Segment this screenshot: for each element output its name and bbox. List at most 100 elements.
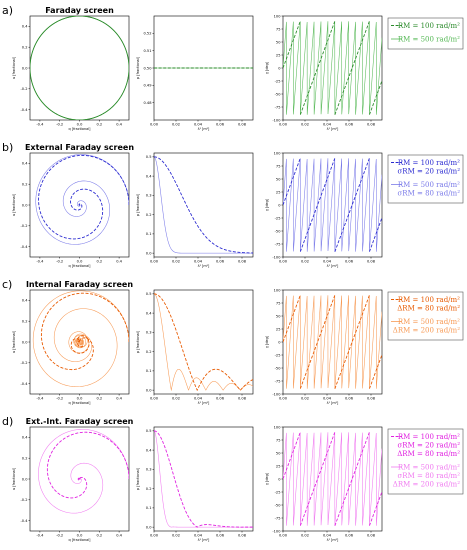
legend-entry: RM = 100 rad/m² bbox=[398, 296, 460, 304]
chi-plot-ytick-label: 25 bbox=[276, 327, 281, 331]
qu-plot-xtick-label: 0.4 bbox=[116, 534, 122, 538]
legend-entry: RM = 100 rad/m² bbox=[398, 433, 460, 441]
chi-plot-ytick-label: 25 bbox=[276, 53, 281, 57]
chi-plot-ylabel: χ [deg] bbox=[265, 472, 269, 485]
panel-title: External Faraday screen bbox=[25, 143, 134, 152]
p-curve-2 bbox=[154, 293, 253, 392]
p-plot-ytick-label: 0.3 bbox=[146, 468, 152, 472]
qu-plot-xtick-label: 0.0 bbox=[77, 123, 83, 127]
chi-curve-2 bbox=[283, 295, 382, 389]
p-plot-ytick-label: 0.52 bbox=[143, 32, 151, 36]
chi-plot-ytick-label: 25 bbox=[276, 190, 281, 194]
qu-plot-ytick-label: 0.2 bbox=[22, 320, 28, 324]
chi-plot-ytick-label: 100 bbox=[274, 14, 282, 18]
legend-entry: RM = 100 rad/m² bbox=[398, 159, 460, 167]
chi-plot-ytick-label: -75 bbox=[275, 105, 281, 109]
chi-plot-frame bbox=[282, 289, 383, 395]
qu-curve-1 bbox=[30, 16, 129, 120]
qu-plot-xtick-label: -0.2 bbox=[56, 260, 63, 264]
chi-plot-frame bbox=[282, 152, 383, 258]
chi-plot-ytick-label: 100 bbox=[274, 151, 282, 155]
chi-plot-ytick-label: -50 bbox=[275, 366, 282, 370]
chi-plot-ytick-label: 50 bbox=[276, 177, 281, 181]
p-plot-ytick-label: 0.1 bbox=[146, 506, 152, 510]
legend-entry: ΔRM = 200 rad/m² bbox=[393, 481, 460, 489]
p-plot-frame bbox=[153, 289, 254, 395]
chi-plot-ylabel: χ [deg] bbox=[265, 61, 269, 74]
qu-curve-1 bbox=[46, 431, 129, 499]
legend-entry: ΔRM = 80 rad/m² bbox=[397, 450, 460, 458]
qu-plot-ytick-label: 0.2 bbox=[22, 457, 28, 461]
legend-entry: ΔRM = 80 rad/m² bbox=[397, 305, 460, 313]
p-plot-ytick-label: 0.0 bbox=[146, 251, 152, 255]
qu-curve-2 bbox=[32, 290, 129, 387]
legend-box bbox=[387, 428, 464, 495]
chi-plot-xtick-label: 0.02 bbox=[301, 397, 309, 401]
chi-curve-1 bbox=[283, 158, 382, 252]
p-plot-xtick-label: 0.00 bbox=[150, 534, 159, 538]
figure-row-4: d) Ext.-Int. Faraday screen -0.4 -0.2 0.0 0.2… bbox=[2, 415, 464, 542]
chi-plot-ytick-label: 50 bbox=[276, 451, 281, 455]
qu-plot-ylabel: u [fractional] bbox=[12, 467, 16, 490]
legend-entry: σRM = 20 rad/m² bbox=[398, 442, 461, 450]
p-curve-2 bbox=[154, 430, 253, 528]
qu-plot-ytick-label: 0.4 bbox=[22, 436, 28, 440]
p-plot-ytick-label: 0.2 bbox=[146, 350, 152, 354]
qu-plot-ytick-label: 0.0 bbox=[22, 477, 28, 481]
p-plot-xtick-label: 0.04 bbox=[194, 534, 203, 538]
qu-plot-ytick-label: 0.2 bbox=[22, 46, 28, 50]
p-curve-2 bbox=[154, 156, 253, 254]
p-plot-ytick-label: 0.5 bbox=[146, 155, 152, 159]
p-plot-ylabel: p [fractional] bbox=[136, 467, 140, 490]
p-plot-xtick-label: 0.00 bbox=[150, 123, 159, 127]
qu-plot-xtick-label: 0.0 bbox=[77, 260, 83, 264]
panel-label: c) bbox=[2, 278, 12, 291]
p-plot-xlabel: λ² [m²] bbox=[198, 538, 210, 542]
p-plot-ytick-label: 0.0 bbox=[146, 525, 152, 529]
chi-plot-ylabel: χ [deg] bbox=[265, 198, 269, 211]
p-plot-xtick-label: 0.08 bbox=[238, 123, 247, 127]
p-plot-xlabel: λ² [m²] bbox=[198, 401, 210, 405]
p-plot-ytick-label: 0.4 bbox=[146, 174, 152, 178]
qu-plot-ytick-label: -0.4 bbox=[20, 245, 28, 249]
chi-plot-ytick-label: 0 bbox=[278, 203, 281, 207]
chi-plot-ytick-label: -25 bbox=[275, 490, 281, 494]
chi-plot-ytick-label: -50 bbox=[275, 229, 282, 233]
legend-box bbox=[387, 17, 464, 50]
qu-plot-xlabel: q [fractional] bbox=[69, 538, 92, 542]
p-plot-ytick-label: 0.2 bbox=[146, 213, 152, 217]
qu-plot-ytick-label: 0.0 bbox=[22, 340, 28, 344]
p-plot-ytick-label: 0.0 bbox=[146, 388, 152, 392]
chi-plot-ytick-label: 0 bbox=[278, 340, 281, 344]
p-plot-xtick-label: 0.00 bbox=[150, 397, 159, 401]
qu-plot-ytick-label: 0.0 bbox=[22, 203, 28, 207]
qu-curve-2 bbox=[38, 429, 129, 514]
panel-title: Faraday screen bbox=[45, 6, 114, 15]
p-plot-xtick-label: 0.04 bbox=[194, 260, 203, 264]
p-plot-ytick-label: 0.3 bbox=[146, 194, 152, 198]
qu-plot-ytick-label: -0.2 bbox=[20, 498, 27, 502]
chi-plot-xtick-label: 0.06 bbox=[345, 123, 354, 127]
chi-plot-xtick-label: 0.08 bbox=[367, 260, 376, 264]
qu-plot-xtick-label: 0.0 bbox=[77, 534, 83, 538]
p-plot-ytick-label: 0.49 bbox=[143, 84, 152, 88]
p-plot-ytick-label: 0.2 bbox=[146, 487, 152, 491]
chi-plot-xlabel: λ² [m²] bbox=[327, 538, 339, 542]
p-plot-ytick-label: 0.51 bbox=[143, 49, 151, 53]
p-plot-xtick-label: 0.04 bbox=[194, 123, 203, 127]
chi-plot-ytick-label: 50 bbox=[276, 314, 281, 318]
p-plot-ytick-label: 0.4 bbox=[146, 311, 152, 315]
chi-plot-ytick-label: -25 bbox=[275, 353, 281, 357]
chi-plot-xtick-label: 0.00 bbox=[279, 123, 288, 127]
panel-label: d) bbox=[2, 415, 13, 428]
qu-plot-xtick-label: -0.4 bbox=[36, 123, 44, 127]
p-plot-xtick-label: 0.06 bbox=[216, 123, 225, 127]
p-plot-ytick-label: 0.48 bbox=[143, 101, 152, 105]
p-plot-xtick-label: 0.08 bbox=[238, 534, 247, 538]
panel-title: Internal Faraday screen bbox=[26, 280, 133, 289]
legend-entry: σRM = 20 rad/m² bbox=[398, 168, 461, 176]
chi-curve-2 bbox=[283, 21, 382, 115]
p-plot-frame bbox=[153, 426, 254, 532]
qu-plot-xtick-label: -0.2 bbox=[56, 123, 63, 127]
